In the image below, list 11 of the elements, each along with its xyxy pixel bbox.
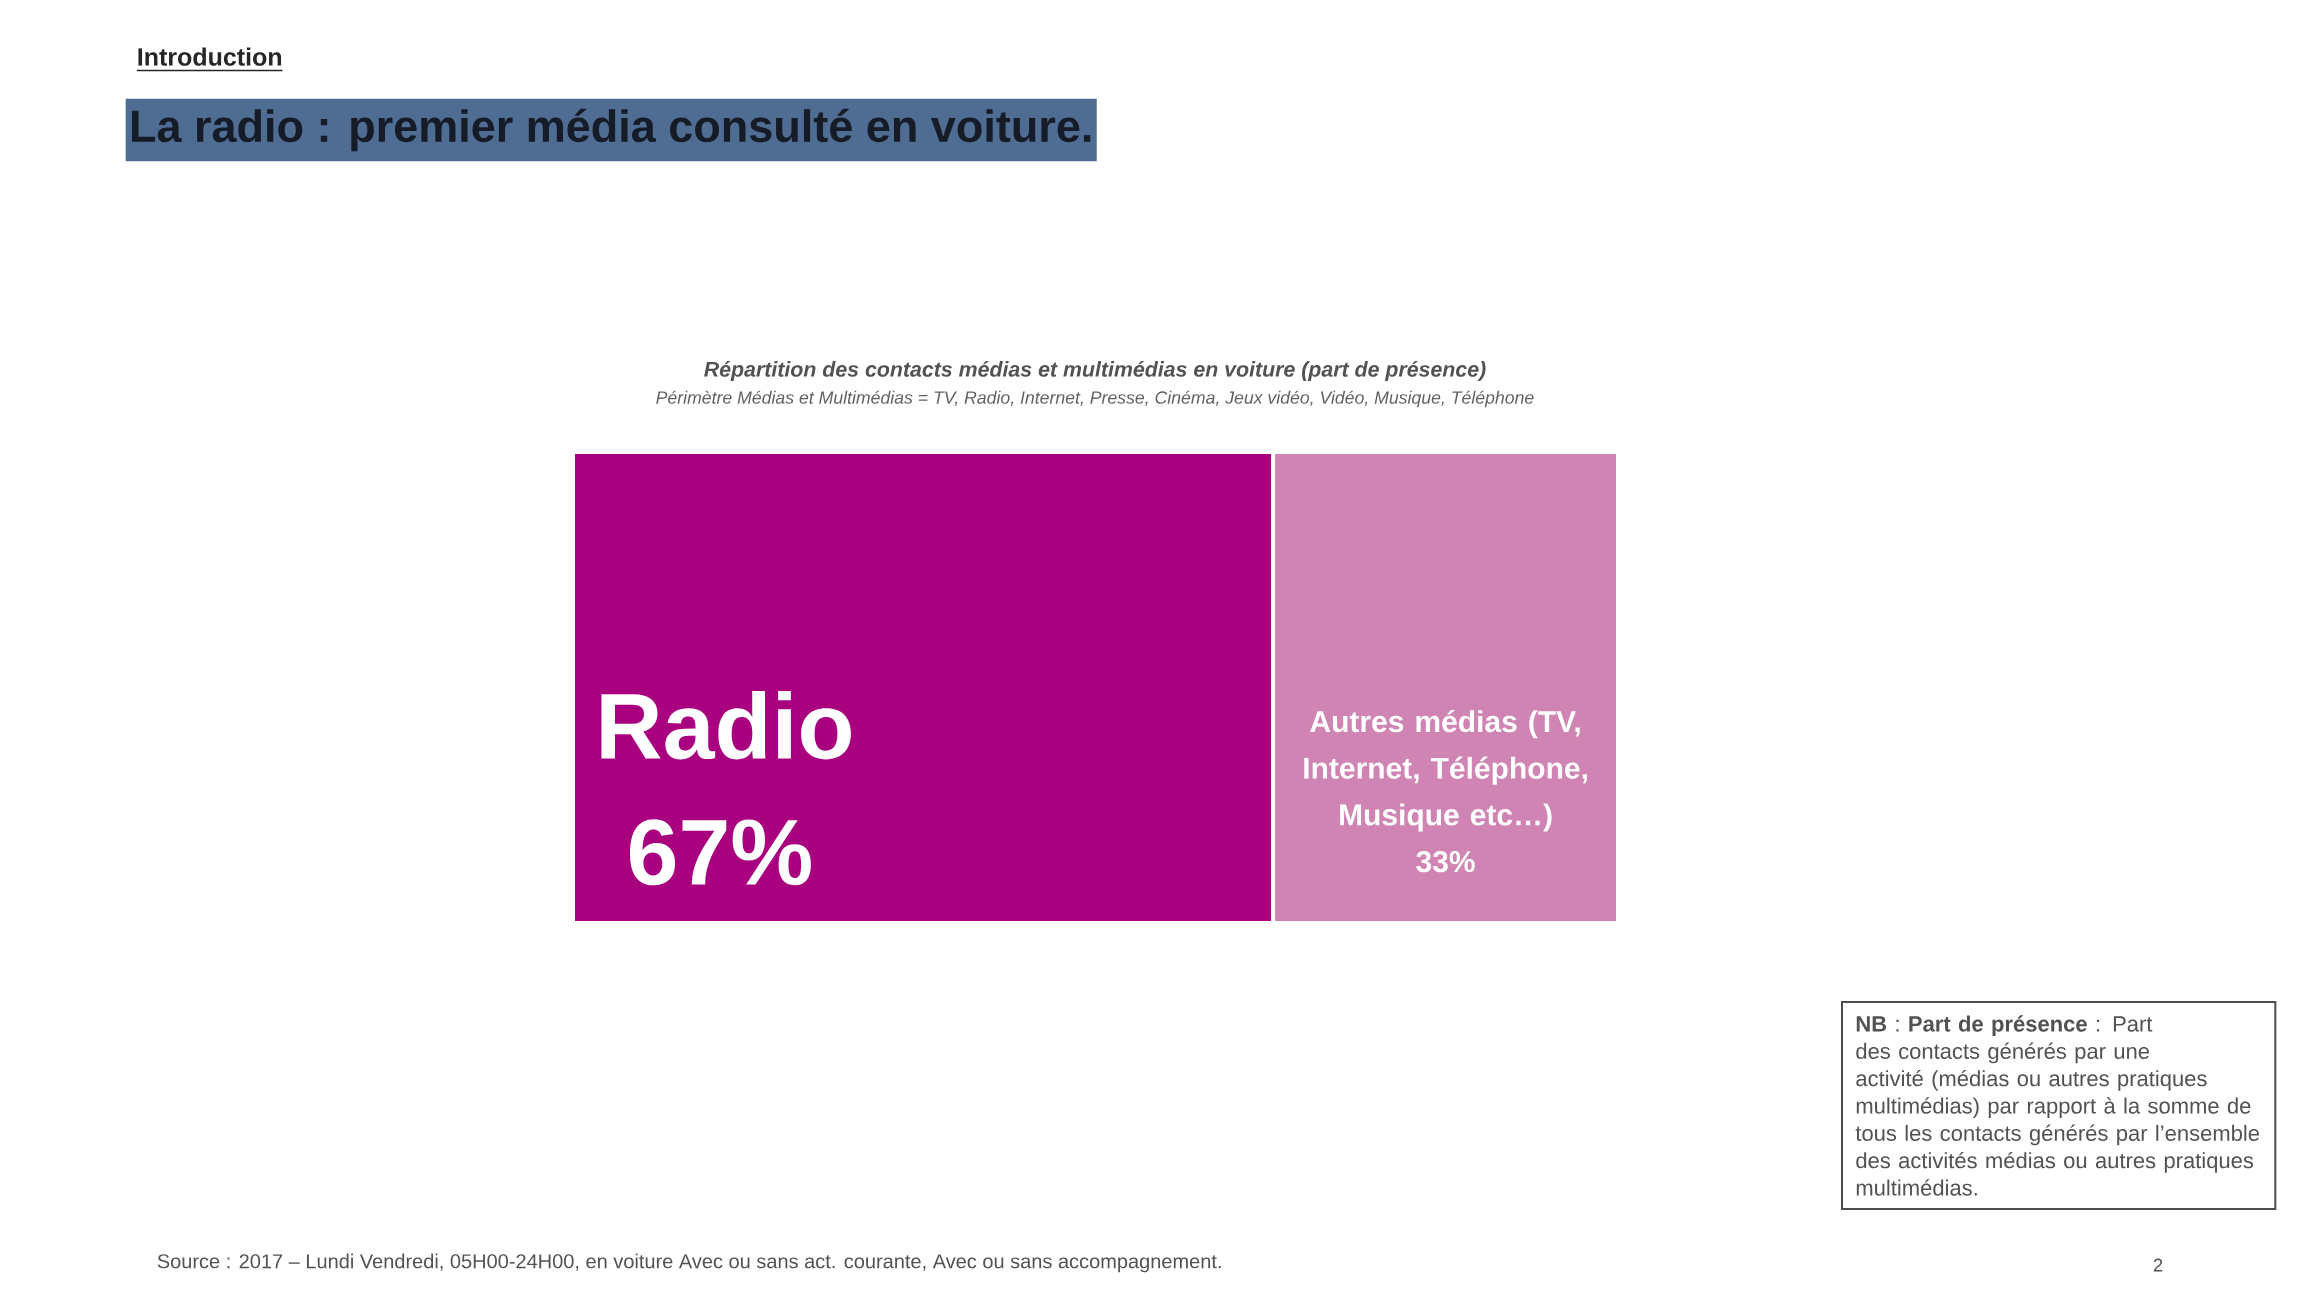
data-label: 67%	[629, 819, 811, 886]
category-label: Autres médias (TV, Internet, Téléphone, Musique etc…)	[1304, 709, 1587, 832]
text: 2	[2153, 1258, 2163, 1272]
text: La radio : premier média consulté en voiture.	[132, 108, 1091, 152]
text: Périmètre Médias et Multimédias = TV, Radio, Internet, Presse, Cinéma, Jeux vidéo, Vidéo, Musique, Téléphone	[656, 390, 1534, 408]
text: Répartition des contacts médias et multimédias en voiture (part de présence)	[704, 360, 1486, 382]
text: NB : Part de présence : Part des contacts générés par une activité (médias ou autres pratiques multimédias) par rapport à la somme de tous les contacts générés par l’ensemble des activités médias ou autres pratiques multimédias.	[1855, 1015, 2260, 1196]
text: Introduction	[138, 47, 282, 66]
category-label: Radio	[601, 690, 851, 760]
source-note: Source : 2017 – Lundi Vendredi, 05H00-24H00, en voiture Avec ou sans act. courante, Avec ou sans accompagnement.	[157, 1253, 1221, 1273]
data-label: 33%	[1416, 850, 1475, 873]
